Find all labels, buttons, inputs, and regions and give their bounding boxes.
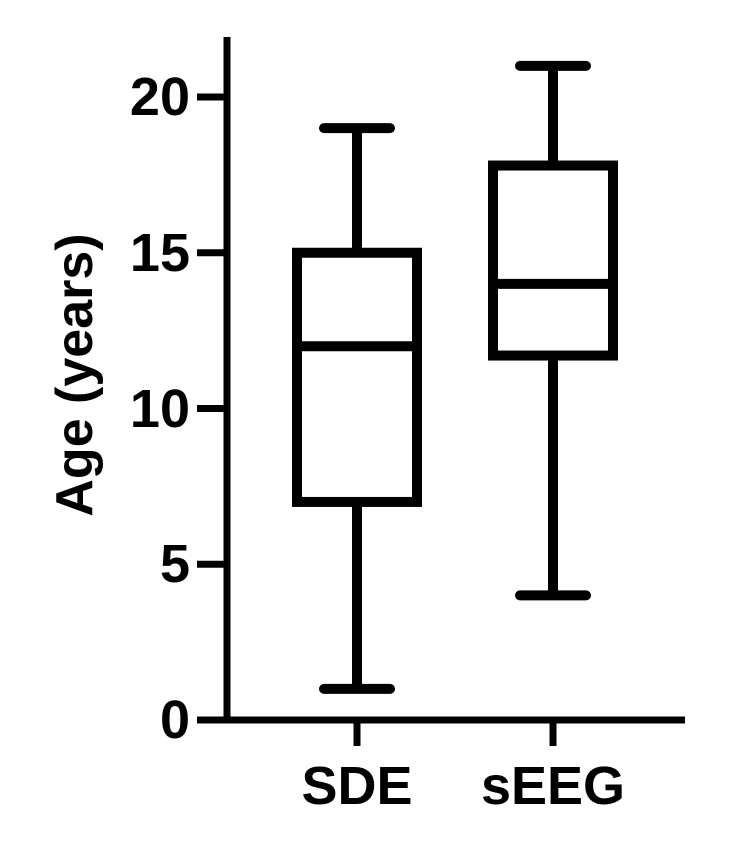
y-tick-label-10: 10 [129,378,190,439]
y-tick-label-15: 15 [129,222,190,283]
iqr-box-seeg [488,160,618,361]
y-tick-label-20: 20 [129,67,190,127]
x-category-label-sde: SDE [301,756,413,816]
x-category-label-seeg: sEEG [480,756,626,816]
iqr-box-sde [292,247,422,507]
y-tick-label-0: 0 [159,690,190,750]
y-tick-label-5: 5 [159,534,190,595]
